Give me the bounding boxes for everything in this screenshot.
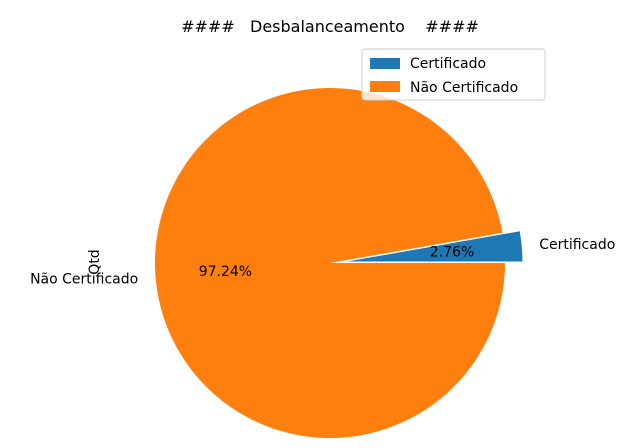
legend-label-nao-certificado: Não Certificado [410,80,518,96]
y-axis-label: Qtd [87,249,103,274]
legend-frame [361,48,546,101]
pie-labels: 2.76% Certificado 97.24% Não Certificado [30,237,615,288]
pie-slice-nao-certificado [155,88,505,439]
legend-swatch-certificado [370,58,400,69]
pie-pct-label-certificado: 2.76% [430,244,474,260]
legend: Certificado Não Certificado [361,48,546,101]
pie-category-label-nao-certificado: Não Certificado [30,272,138,288]
pie-slices [155,88,523,439]
legend-swatch-nao-certificado [370,81,400,92]
pie-slice-certificado [347,231,523,262]
legend-label-certificado: Certificado [410,56,486,72]
chart-title: #### Desbalanceamento #### [181,17,479,36]
pie-category-label-certificado: Certificado [539,237,615,253]
pie-pct-label-nao-certificado: 97.24% [199,264,252,280]
